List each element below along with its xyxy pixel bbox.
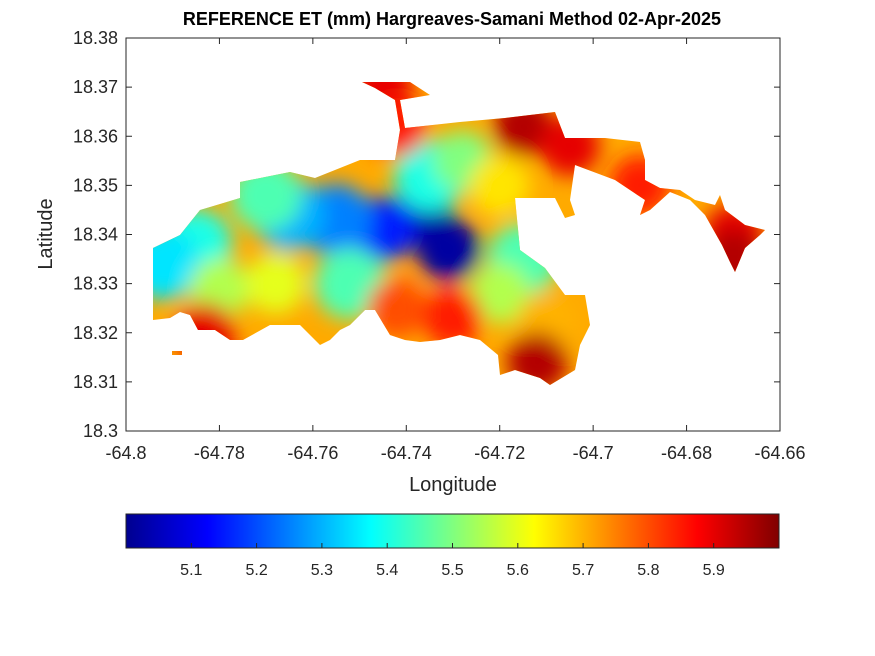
- colorbar-tick-label: 5.2: [245, 562, 267, 579]
- colorbar-tick-label: 5.7: [572, 562, 594, 579]
- y-tick-label: 18.32: [73, 323, 118, 343]
- et-field-cell: [245, 253, 306, 314]
- et-field-cell: [416, 217, 481, 282]
- x-axis-label: Longitude: [409, 474, 497, 496]
- y-tick-label: 18.3: [83, 421, 118, 441]
- y-tick-label: 18.36: [73, 126, 118, 146]
- colorbar: [125, 513, 780, 549]
- et-field-cell: [423, 288, 483, 349]
- colorbar-tick-label: 5.4: [376, 562, 398, 579]
- colorbar-tick-label: 5.5: [441, 562, 463, 579]
- y-tick-label: 18.38: [73, 28, 118, 48]
- et-field-cell: [153, 227, 200, 300]
- y-tick-label: 18.31: [73, 372, 118, 392]
- x-tick-label: -64.74: [381, 443, 432, 463]
- x-tick-label: -64.7: [573, 443, 614, 463]
- y-tick-label: 18.33: [73, 274, 118, 294]
- colorbar-tick-label: 5.3: [311, 562, 333, 579]
- y-axis-ticks: 18.3 18.31 18.32 18.33 18.34 18.35 18.36 18.37 1…: [73, 28, 780, 441]
- chart-title: REFERENCE ET (mm) Hargreaves-Samani Meth…: [183, 9, 721, 29]
- colorbar-tick-label: 5.1: [180, 562, 202, 579]
- colorbar-ticks: 5.1 5.2 5.3 5.4 5.5 5.6 5.7 5.8 5.9: [180, 543, 725, 579]
- et-field-cell: [469, 263, 530, 324]
- x-tick-label: -64.8: [105, 443, 146, 463]
- colorbar-tick-label: 5.6: [507, 562, 529, 579]
- colorbar-tick-label: 5.9: [703, 562, 725, 579]
- x-tick-label: -64.78: [194, 443, 245, 463]
- y-tick-label: 18.34: [73, 225, 118, 245]
- x-tick-label: -64.68: [661, 443, 712, 463]
- x-tick-label: -64.72: [474, 443, 525, 463]
- y-tick-label: 18.37: [73, 77, 118, 97]
- colorbar-tick-label: 5.8: [637, 562, 659, 579]
- y-axis-label: Latitude: [35, 198, 57, 269]
- x-axis-ticks: -64.8 -64.78 -64.76 -64.74 -64.72 -64.7 -64.68…: [105, 38, 806, 463]
- et-field-cell: [469, 155, 530, 216]
- x-tick-label: -64.76: [287, 443, 338, 463]
- y-tick-label: 18.35: [73, 175, 118, 195]
- x-tick-label: -64.66: [754, 443, 805, 463]
